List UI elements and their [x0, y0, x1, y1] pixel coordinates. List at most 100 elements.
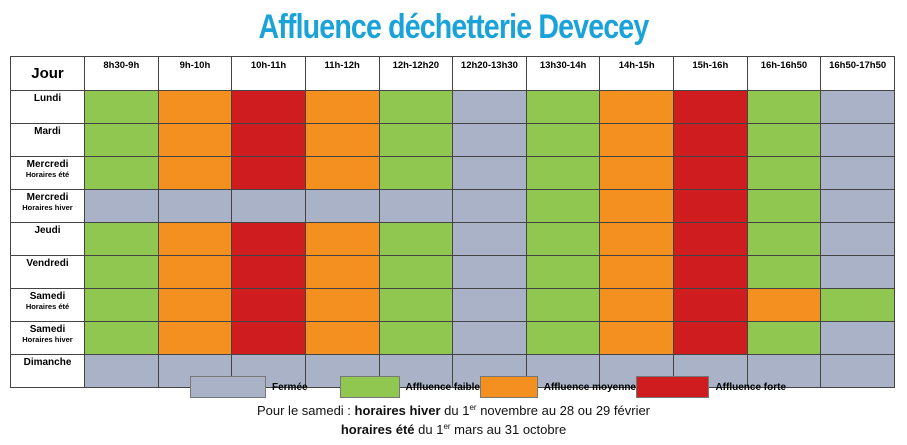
legend-label: Affluence forte: [715, 381, 786, 393]
affluence-cell-closed: [84, 189, 159, 223]
time-column-header: 9h-10h: [157, 56, 233, 91]
legend: Fermée Affluence faible Affluence moyenne A…: [190, 376, 786, 398]
affluence-cell-mid: [599, 189, 674, 223]
time-column-header: 12h20-13h30: [452, 56, 527, 91]
affluence-cell-mid: [304, 288, 380, 322]
note-line2-a: du 1: [414, 422, 444, 437]
affluence-cell-closed: [820, 222, 895, 256]
affluence-cell-low: [378, 255, 454, 289]
time-column-header: 16h-16h50: [746, 56, 822, 91]
affluence-cell-low: [746, 90, 822, 124]
table-row: Vendredi: [10, 255, 895, 289]
affluence-cell-closed: [452, 255, 527, 289]
affluence-cell-closed: [820, 123, 895, 157]
legend-item-closed: Fermée: [190, 376, 340, 398]
affluence-cell-mid: [304, 123, 380, 157]
legend-swatch: [190, 376, 266, 398]
affluence-cell-high: [231, 222, 306, 256]
affluence-cell-low: [378, 222, 454, 256]
affluence-cell-low: [84, 321, 159, 355]
affluence-cell-mid: [304, 156, 380, 190]
affluence-cell-mid: [304, 321, 380, 355]
affluence-cell-low: [746, 255, 822, 289]
affluence-cell-mid: [599, 321, 674, 355]
affluence-cell-high: [673, 321, 748, 355]
table-row: Mercredi Horaires été: [10, 156, 895, 190]
day-schedule-label: Horaires été: [25, 301, 70, 311]
affluence-cell-mid: [304, 255, 380, 289]
affluence-cell-mid: [157, 321, 233, 355]
legend-label: Fermée: [272, 381, 308, 393]
day-column-header: Jour: [10, 56, 85, 91]
note-line-1: Pour le samedi : horaires hiver du 1er n…: [0, 403, 907, 418]
affluence-cell-high: [231, 123, 306, 157]
affluence-cell-closed: [452, 90, 527, 124]
day-label: Dimanche: [10, 354, 85, 388]
affluence-cell-closed: [452, 123, 527, 157]
schedule-table: Jour 8h30-9h 9h-10h 10h-11h 11h-12h 12h-12h2…: [10, 56, 895, 388]
affluence-cell-closed: [84, 354, 159, 388]
affluence-cell-high: [231, 255, 306, 289]
affluence-cell-low: [746, 321, 822, 355]
day-name: Jeudi: [34, 225, 61, 236]
table-row: Mercredi Horaires hiver: [10, 189, 895, 223]
affluence-cell-closed: [157, 189, 233, 223]
day-label: Vendredi: [10, 255, 85, 289]
affluence-cell-high: [231, 321, 306, 355]
note-line-2: horaires été du 1er mars au 31 octobre: [0, 422, 907, 437]
table-row: Samedi Horaires été: [10, 288, 895, 322]
affluence-cell-closed: [452, 222, 527, 256]
day-label: Samedi Horaires été: [10, 288, 85, 322]
note-line2-sup: er: [443, 422, 451, 431]
affluence-cell-mid: [599, 255, 674, 289]
note-line1-prefix: Pour le samedi :: [256, 403, 355, 418]
affluence-cell-low: [84, 222, 159, 256]
note-line1-a: du 1: [440, 403, 470, 418]
affluence-cell-low: [525, 156, 601, 190]
day-label: Mercredi Horaires été: [10, 156, 85, 190]
affluence-cell-closed: [525, 354, 601, 388]
day-name: Mercredi: [26, 192, 69, 203]
affluence-cell-high: [231, 156, 306, 190]
affluence-cell-low: [525, 123, 601, 157]
affluence-cell-closed: [820, 189, 895, 223]
affluence-cell-closed: [452, 189, 527, 223]
day-schedule-label: Horaires hiver: [22, 334, 73, 344]
day-name: Samedi: [29, 291, 66, 302]
day-name: Dimanche: [23, 357, 72, 368]
affluence-cell-low: [525, 90, 601, 124]
legend-label: Affluence moyenne: [543, 381, 636, 393]
affluence-cell-high: [673, 156, 748, 190]
day-name: Mercredi: [26, 159, 69, 170]
affluence-cell-mid: [599, 123, 674, 157]
affluence-cell-closed: [378, 189, 454, 223]
affluence-cell-closed: [820, 156, 895, 190]
table-header-row: Jour 8h30-9h 9h-10h 10h-11h 11h-12h 12h-12h2…: [10, 56, 895, 91]
legend-item-mid: Affluence moyenne: [480, 376, 636, 398]
page-title: Affluence déchetterie Devecey: [258, 8, 649, 46]
affluence-cell-closed: [452, 321, 527, 355]
affluence-cell-closed: [231, 189, 306, 223]
affluence-cell-low: [84, 288, 159, 322]
affluence-cell-low: [746, 123, 822, 157]
time-column-header: 11h-12h: [304, 56, 380, 91]
affluence-cell-low: [378, 90, 454, 124]
affluence-cell-mid: [157, 123, 233, 157]
affluence-cell-mid: [157, 255, 233, 289]
note-line2-b: mars au 31 octobre: [450, 422, 567, 437]
affluence-cell-closed: [746, 354, 822, 388]
table-body: Lundi Mardi Mercredi Horaires été Mercredi Ho…: [10, 90, 895, 388]
day-label: Jeudi: [10, 222, 85, 256]
affluence-cell-high: [231, 288, 306, 322]
affluence-cell-mid: [304, 90, 380, 124]
day-name: Mardi: [34, 126, 61, 137]
time-column-header: 8h30-9h: [84, 56, 159, 91]
legend-label: Affluence faible: [405, 381, 480, 393]
affluence-cell-mid: [157, 222, 233, 256]
affluence-cell-mid: [599, 288, 674, 322]
legend-item-high: Affluence forte: [636, 376, 786, 398]
affluence-cell-low: [378, 288, 454, 322]
time-column-header: 12h-12h20: [378, 56, 454, 91]
day-schedule-label: Horaires été: [25, 169, 70, 179]
legend-swatch: [340, 376, 400, 398]
